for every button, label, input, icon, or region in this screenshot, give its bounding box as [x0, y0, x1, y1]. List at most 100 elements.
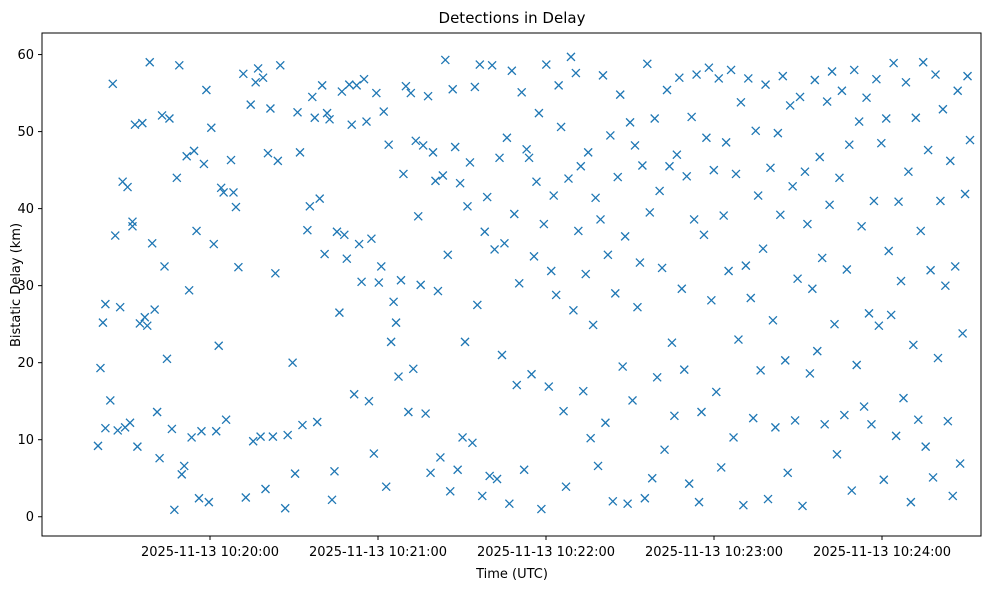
point-302 — [849, 65, 859, 75]
point-120 — [401, 81, 411, 91]
point-342 — [948, 491, 958, 501]
point-158 — [495, 153, 504, 163]
point-210 — [623, 499, 633, 509]
point-262 — [751, 126, 761, 136]
point-270 — [770, 422, 780, 432]
point-316 — [884, 246, 894, 256]
point-55 — [229, 187, 238, 197]
point-229 — [669, 411, 679, 421]
point-344 — [953, 86, 963, 96]
point-110 — [376, 261, 386, 271]
point-308 — [864, 308, 874, 318]
point-326 — [908, 340, 918, 350]
point-164 — [509, 209, 519, 219]
point-332 — [923, 145, 933, 155]
point-231 — [674, 73, 684, 83]
point-36 — [179, 461, 189, 471]
point-116 — [391, 318, 401, 328]
point-346 — [958, 328, 968, 338]
point-212 — [628, 395, 637, 405]
point-72 — [275, 60, 285, 70]
point-46 — [204, 497, 214, 507]
point-273 — [778, 71, 788, 81]
point-226 — [662, 85, 672, 95]
point-227 — [665, 161, 674, 171]
point-288 — [815, 152, 825, 162]
point-79 — [297, 420, 307, 430]
point-333 — [926, 265, 936, 275]
point-263 — [753, 191, 763, 200]
point-237 — [689, 214, 699, 224]
point-317 — [886, 310, 896, 320]
point-258 — [741, 261, 751, 271]
point-61 — [248, 436, 258, 446]
point-268 — [766, 163, 775, 173]
point-32 — [169, 505, 179, 515]
point-313 — [876, 138, 886, 148]
point-136 — [440, 55, 450, 65]
point-146 — [465, 157, 475, 167]
point-282 — [800, 167, 810, 177]
point-274 — [780, 355, 790, 365]
point-131 — [428, 147, 438, 157]
point-8 — [113, 426, 123, 435]
point-13 — [125, 418, 135, 428]
point-152 — [480, 227, 490, 237]
point-3 — [100, 299, 110, 309]
point-265 — [758, 244, 768, 254]
point-239 — [694, 497, 704, 507]
point-43 — [196, 426, 206, 436]
point-207 — [615, 90, 625, 100]
point-104 — [362, 117, 371, 127]
y-tick-label-6: 60 — [17, 48, 34, 63]
point-305 — [857, 221, 867, 231]
y-tick-label-3: 30 — [17, 279, 34, 294]
point-47 — [206, 123, 216, 133]
point-49 — [211, 426, 221, 436]
point-306 — [859, 402, 869, 412]
plot-area — [41, 32, 982, 537]
point-324 — [903, 167, 913, 177]
point-247 — [714, 73, 724, 83]
point-132 — [431, 176, 440, 186]
point-165 — [512, 380, 522, 390]
point-225 — [660, 445, 670, 455]
point-169 — [522, 144, 532, 154]
point-123 — [408, 364, 418, 374]
point-286 — [810, 75, 820, 85]
point-217 — [640, 493, 650, 503]
point-80 — [302, 225, 312, 235]
point-271 — [773, 128, 783, 138]
point-95 — [339, 230, 349, 240]
point-276 — [785, 100, 795, 110]
point-275 — [783, 468, 793, 478]
point-138 — [445, 486, 455, 496]
point-90 — [327, 495, 337, 505]
point-178 — [544, 382, 554, 392]
point-154 — [485, 471, 495, 481]
point-196 — [588, 320, 598, 330]
point-23 — [147, 238, 157, 248]
point-183 — [556, 122, 566, 132]
point-214 — [632, 302, 642, 312]
point-153 — [482, 192, 492, 202]
point-58 — [238, 69, 248, 79]
point-304 — [854, 117, 864, 127]
point-191 — [576, 161, 586, 171]
point-70 — [270, 268, 280, 278]
point-292 — [825, 200, 835, 210]
point-330 — [918, 57, 928, 67]
point-179 — [546, 266, 556, 276]
point-293 — [827, 67, 837, 76]
point-199 — [596, 214, 605, 224]
point-52 — [219, 187, 229, 197]
point-67 — [263, 148, 273, 158]
point-29 — [162, 354, 172, 364]
point-336 — [933, 353, 943, 363]
point-39 — [187, 432, 197, 442]
point-27 — [157, 110, 167, 120]
point-109 — [374, 278, 384, 288]
x-tick-label-1: 2025-11-13 10:21:00 — [309, 545, 447, 560]
point-82 — [307, 92, 317, 102]
point-311 — [871, 74, 881, 84]
